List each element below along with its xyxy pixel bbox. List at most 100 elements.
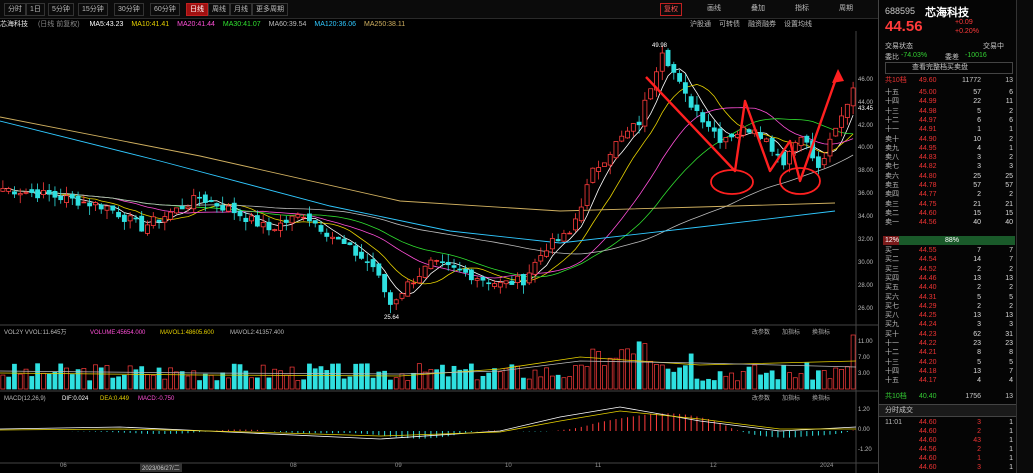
depth-count: 3 bbox=[1009, 321, 1013, 329]
period-button[interactable]: 分时 bbox=[4, 3, 26, 16]
depth-row[interactable]: 卖六 44.80 25 25 bbox=[883, 172, 1015, 181]
sub-link[interactable]: 可转债 bbox=[719, 21, 740, 28]
sub-link[interactable]: 融资融券 bbox=[748, 21, 776, 28]
toolbar-item[interactable]: 周期 bbox=[839, 5, 853, 12]
volume-bar bbox=[260, 364, 266, 390]
period-button[interactable]: 1日 bbox=[26, 3, 45, 16]
volume-bar bbox=[474, 379, 480, 390]
volume-bar bbox=[243, 370, 249, 390]
period-button[interactable]: 更多周期 bbox=[252, 3, 288, 16]
toolbar-item[interactable]: 叠加 bbox=[751, 5, 765, 12]
depth-row[interactable]: 十二 44.21 8 8 bbox=[883, 348, 1015, 357]
indicator-button[interactable]: 换指标 bbox=[812, 394, 830, 402]
period-button[interactable]: 月线 bbox=[230, 3, 252, 16]
depth-row[interactable]: 买二 44.54 14 7 bbox=[883, 255, 1015, 264]
depth-row[interactable]: 买九 44.24 3 3 bbox=[883, 320, 1015, 329]
period-button[interactable]: 15分钟 bbox=[78, 3, 108, 16]
candle-body bbox=[792, 142, 798, 152]
period-button[interactable]: 5分钟 bbox=[48, 3, 74, 16]
volume-bar bbox=[463, 369, 468, 390]
trades-header[interactable]: 分时成交 bbox=[879, 404, 1017, 417]
depth-row[interactable]: 卖九 44.95 4 1 bbox=[883, 144, 1015, 153]
volume-bar bbox=[509, 364, 515, 390]
depth-row[interactable]: 买四 44.46 13 13 bbox=[883, 274, 1015, 283]
depth-row[interactable]: 买十 44.23 62 31 bbox=[883, 330, 1015, 339]
volume-bar bbox=[428, 369, 434, 390]
price-tick: 42.00 bbox=[858, 122, 874, 129]
period-button[interactable]: 30分钟 bbox=[114, 3, 144, 16]
kline-chart[interactable]: 49.98 25.64 VOL2Y VVOL:11.645万 VOLUME:4565… bbox=[0, 31, 878, 473]
sub-link[interactable]: 设置均线 bbox=[784, 21, 812, 28]
candle-body bbox=[220, 205, 226, 211]
depth-label: 买九 bbox=[885, 321, 899, 329]
depth-row[interactable]: 买七 44.29 2 2 bbox=[883, 302, 1015, 311]
volume-bar bbox=[388, 379, 393, 390]
volume-bar bbox=[688, 353, 694, 390]
candle-body bbox=[503, 280, 509, 285]
depth-row[interactable]: 卖一 44.56 40 40 bbox=[883, 218, 1015, 227]
depth-volume: 5 bbox=[977, 107, 981, 115]
price-tick: 28.00 bbox=[858, 282, 874, 289]
depth-label: 十一 bbox=[885, 340, 899, 347]
depth-row[interactable]: 十一 44.22 23 23 bbox=[883, 339, 1015, 348]
volume-bar bbox=[283, 374, 289, 390]
depth-row[interactable]: 卖四 44.77 2 2 bbox=[883, 190, 1015, 199]
trade-volume: 3 bbox=[977, 464, 981, 471]
trade-count: 1 bbox=[1009, 419, 1013, 426]
depth-row[interactable]: 卖八 44.83 3 2 bbox=[883, 153, 1015, 162]
volume-legend: VOLUME:45654.000 bbox=[90, 330, 146, 336]
depth-count: 11 bbox=[1005, 98, 1013, 106]
depth-row[interactable]: 十三 44.98 5 2 bbox=[883, 107, 1015, 116]
period-button[interactable]: 周线 bbox=[208, 3, 230, 16]
depth-label: 买一 bbox=[885, 247, 899, 254]
volume-bar bbox=[46, 373, 52, 390]
toolbar-item[interactable]: 复权 bbox=[660, 3, 682, 16]
indicator-button[interactable]: 换指标 bbox=[812, 328, 830, 336]
indicator-button[interactable]: 加指标 bbox=[782, 394, 800, 402]
depth-volume: 13 bbox=[973, 312, 981, 320]
depth-row[interactable]: 十一 44.91 1 1 bbox=[883, 125, 1015, 134]
indicator-button[interactable]: 加指标 bbox=[782, 328, 800, 336]
indicator-button[interactable]: 改参数 bbox=[752, 328, 770, 336]
candle-body bbox=[335, 236, 341, 240]
candle-body bbox=[191, 195, 197, 210]
depth-price: 44.75 bbox=[919, 200, 937, 208]
depth-row[interactable]: 卖七 44.82 3 3 bbox=[883, 162, 1015, 171]
depth-row[interactable]: 十五 45.00 57 6 bbox=[883, 88, 1015, 97]
period-button[interactable]: 60分钟 bbox=[150, 3, 180, 16]
volume-bar bbox=[58, 363, 64, 390]
volume-bar bbox=[393, 377, 399, 390]
depth-label: 十一 bbox=[885, 126, 899, 134]
toolbar-item[interactable]: 画线 bbox=[707, 5, 721, 12]
depth-row[interactable]: 买五 44.40 2 2 bbox=[883, 283, 1015, 292]
depth-row[interactable]: 买一 44.55 7 7 bbox=[883, 246, 1015, 255]
volume-bar bbox=[110, 377, 116, 390]
volume-bar bbox=[584, 366, 590, 390]
depth-count: 6 bbox=[1009, 89, 1013, 96]
volume-bar bbox=[711, 380, 717, 390]
candle-body bbox=[405, 281, 411, 297]
depth-row[interactable]: 卖二 44.60 15 15 bbox=[883, 209, 1015, 218]
depth-row[interactable]: 十二 44.97 6 6 bbox=[883, 116, 1015, 125]
depth-row[interactable]: 十五 44.17 4 4 bbox=[883, 376, 1015, 385]
depth-row[interactable]: 十四 44.99 22 11 bbox=[883, 97, 1015, 106]
depth-row[interactable]: 卖十 44.90 10 2 bbox=[883, 135, 1015, 144]
volume-bar bbox=[64, 367, 69, 390]
status-value: 交易中 bbox=[983, 43, 1004, 50]
candle-body bbox=[659, 52, 665, 72]
full-depth-tab[interactable]: 查看完整档买卖盘 bbox=[885, 62, 1013, 74]
depth-row[interactable]: 卖五 44.78 57 57 bbox=[883, 181, 1015, 190]
depth-row[interactable]: 买八 44.25 13 13 bbox=[883, 311, 1015, 320]
sub-link[interactable]: 沪股通 bbox=[690, 21, 711, 28]
period-button[interactable]: 日线 bbox=[186, 3, 208, 16]
depth-label: 卖五 bbox=[885, 182, 899, 189]
depth-row[interactable]: 十三 44.20 5 5 bbox=[883, 358, 1015, 367]
depth-row[interactable]: 买三 44.52 2 2 bbox=[883, 265, 1015, 274]
toolbar-item[interactable]: 指标 bbox=[795, 5, 809, 12]
volume-bar bbox=[347, 376, 353, 390]
depth-row[interactable]: 十四 44.18 13 7 bbox=[883, 367, 1015, 376]
depth-row[interactable]: 买六 44.31 5 5 bbox=[883, 293, 1015, 302]
candle-body bbox=[0, 187, 6, 192]
indicator-button[interactable]: 改参数 bbox=[752, 394, 770, 402]
depth-row[interactable]: 卖三 44.75 21 21 bbox=[883, 200, 1015, 209]
